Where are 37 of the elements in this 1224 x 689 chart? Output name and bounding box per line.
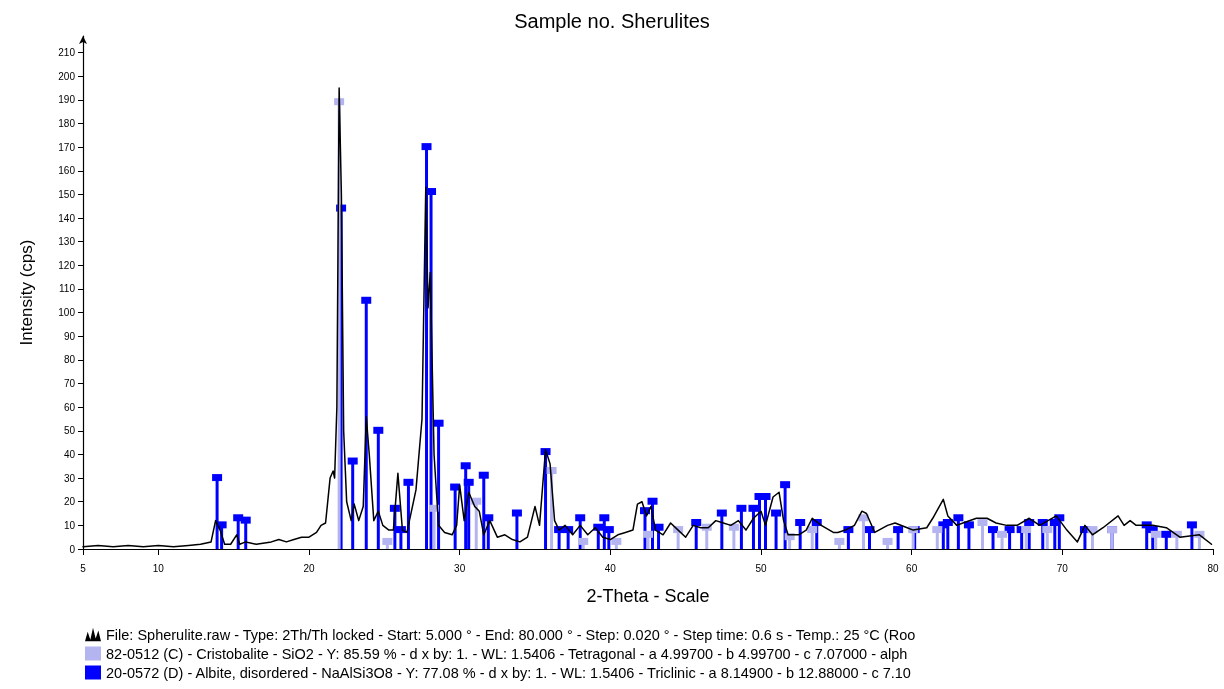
legend-label: File: Spherulite.raw - Type: 2Th/Th locked - Start: 5.000 ° - End: 80.000 ° - Step: 0.020 ° - Step time: 0.6 s - Temp.: 25 °C (Roo: [106, 626, 916, 643]
x-tick-label: 20: [303, 562, 315, 574]
y-tick-label: 120: [58, 259, 76, 271]
y-tick-label: 210: [58, 47, 76, 59]
y-tick-label: 30: [63, 472, 76, 484]
x-tick-label: 50: [755, 562, 767, 574]
y-tick-label: 150: [58, 188, 76, 200]
y-tick-label: 130: [58, 236, 76, 248]
y-tick-label: 70: [63, 378, 76, 390]
x-axis-title: 2-Theta - Scale: [586, 586, 710, 606]
y-tick-label: 100: [58, 307, 76, 319]
y-tick-label: 80: [63, 354, 76, 366]
x-tick-label: 70: [1056, 562, 1069, 574]
x-tick-label: 30: [454, 562, 466, 574]
legend-label: 20-0572 (D) - Albite, disordered - NaAlSi3O8 - Y: 77.08 % - d x by: 1. - WL: 1.5406 - Triclinic - a 8.14900 - b 12.88000 - c 7.10: [106, 664, 911, 681]
x-tick-label: 10: [152, 562, 165, 574]
y-tick-label: 140: [58, 212, 76, 224]
x-tick-label: 40: [604, 562, 617, 574]
legend-label: 82-0512 (C) - Cristobalite - SiO2 - Y: 85.59 % - d x by: 1. - WL: 1.5406 - Tetragonal - a 4.99700 - b 4.99700 - c 7.07000 - alph: [106, 645, 908, 662]
y-axis-title: Intensity (cps): [17, 239, 36, 346]
y-tick-label: 50: [63, 425, 76, 437]
chart-title: Sample no. Sherulites: [514, 10, 710, 32]
y-tick-label: 60: [63, 401, 76, 413]
y-tick-label: 20: [63, 496, 76, 508]
y-tick-label: 170: [58, 141, 76, 153]
y-tick-label: 0: [69, 543, 76, 555]
y-tick-label: 190: [58, 94, 76, 106]
y-tick-label: 40: [63, 448, 76, 460]
y-tick-label: 90: [63, 330, 76, 342]
y-tick-label: 180: [58, 117, 76, 129]
x-tick-label: 60: [906, 562, 918, 574]
y-tick-label: 200: [58, 70, 76, 82]
y-tick-label: 10: [63, 519, 76, 531]
x-tick-label: 5: [80, 562, 87, 574]
x-tick-label: 80: [1207, 562, 1219, 574]
y-tick-label: 160: [58, 165, 76, 177]
y-tick-label: 110: [59, 283, 76, 295]
